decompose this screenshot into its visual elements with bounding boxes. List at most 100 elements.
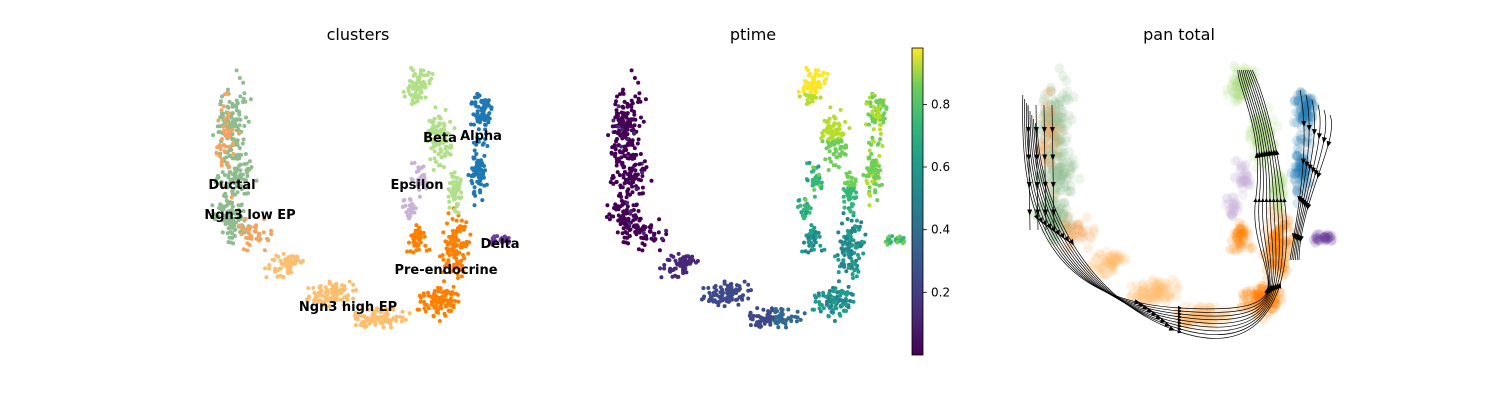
cell-point	[229, 115, 234, 120]
cell-point	[849, 175, 854, 180]
cell-point	[236, 152, 241, 157]
cell-point	[1103, 258, 1114, 269]
cell-point	[279, 261, 284, 266]
cell-point	[1151, 289, 1162, 300]
cell-point	[625, 156, 630, 161]
cell-point	[821, 290, 826, 295]
cell-point	[457, 228, 462, 233]
cell-point	[879, 182, 884, 187]
cell-point	[627, 117, 632, 122]
cell-point	[1230, 173, 1241, 184]
cell-point	[486, 116, 491, 121]
cell-point	[636, 137, 641, 142]
cell-point	[624, 180, 629, 185]
cell-point	[881, 116, 886, 121]
cell-point	[629, 98, 634, 103]
cell-point	[668, 269, 673, 274]
cell-point	[1054, 99, 1065, 110]
cell-point	[1105, 257, 1116, 268]
cell-point	[495, 234, 500, 239]
cell-point	[812, 307, 816, 312]
cell-point	[1038, 110, 1049, 121]
cell-point	[456, 276, 460, 280]
cell-point	[414, 223, 419, 228]
cell-point	[243, 152, 248, 156]
cell-point	[431, 137, 436, 142]
ptime-panel: ptime 0.2 0.4 0.6 0.8	[604, 25, 950, 356]
cell-point	[1198, 305, 1209, 316]
cell-point	[466, 173, 471, 177]
cell-point	[464, 220, 469, 225]
cell-point	[865, 166, 870, 171]
cell-point	[618, 191, 623, 196]
cell-point	[245, 170, 250, 175]
cell-point	[1047, 107, 1058, 118]
cell-point	[619, 198, 624, 203]
cell-point	[1048, 129, 1059, 140]
cell-point	[629, 209, 633, 214]
cell-point	[238, 94, 243, 99]
cell-point	[253, 229, 258, 234]
cell-point	[1045, 99, 1056, 110]
cell-point	[275, 274, 280, 279]
cell-point	[1038, 141, 1049, 152]
cell-point	[242, 91, 247, 96]
cell-point	[1057, 151, 1068, 162]
cell-point	[767, 310, 772, 315]
cell-point	[427, 247, 432, 252]
cell-point	[851, 299, 856, 304]
cell-point	[219, 157, 224, 162]
cell-point	[621, 111, 626, 116]
cell-point	[820, 73, 825, 77]
cell-point	[1046, 170, 1057, 181]
cell-point	[464, 239, 469, 244]
cell-point	[725, 291, 730, 296]
cell-point	[1045, 130, 1056, 141]
cell-point	[617, 173, 622, 178]
cell-point	[427, 81, 432, 86]
cell-point	[485, 113, 490, 118]
cell-point	[331, 299, 336, 304]
cell-point	[621, 226, 626, 231]
cell-point	[856, 241, 861, 246]
cell-point	[428, 157, 433, 162]
cell-point	[446, 258, 451, 263]
cell-point	[1076, 228, 1087, 239]
cell-point	[227, 144, 232, 149]
cell-point	[323, 285, 328, 290]
cell-point	[485, 144, 490, 148]
cell-point	[616, 104, 621, 109]
cell-point	[1065, 186, 1075, 197]
cell-point	[1065, 165, 1076, 176]
cell-point	[1045, 114, 1056, 125]
cell-point	[1039, 94, 1049, 105]
cell-point	[403, 317, 408, 322]
cell-point	[411, 240, 416, 245]
cell-point	[1077, 226, 1088, 237]
cell-point	[847, 237, 852, 242]
cell-point	[846, 265, 851, 270]
cell-point	[637, 91, 642, 96]
cell-point	[341, 302, 346, 307]
cell-point	[839, 239, 844, 244]
cell-point	[1067, 162, 1078, 173]
cell-point	[639, 178, 643, 183]
cell-point	[737, 286, 742, 291]
cell-point	[849, 204, 854, 209]
cell-point	[613, 154, 617, 159]
cell-point	[1116, 253, 1127, 264]
cell-point	[433, 105, 438, 110]
cell-point	[631, 218, 636, 223]
cell-point	[890, 234, 895, 239]
cell-point	[434, 296, 439, 300]
cell-point	[412, 83, 417, 87]
cell-point	[219, 179, 224, 184]
cell-point	[226, 226, 231, 231]
cell-point	[641, 119, 646, 124]
cell-point	[751, 313, 756, 318]
cell-point	[1056, 219, 1067, 230]
cell-point	[852, 267, 857, 272]
cell-point	[431, 168, 436, 172]
cell-point	[224, 122, 229, 127]
cell-point	[327, 279, 332, 284]
